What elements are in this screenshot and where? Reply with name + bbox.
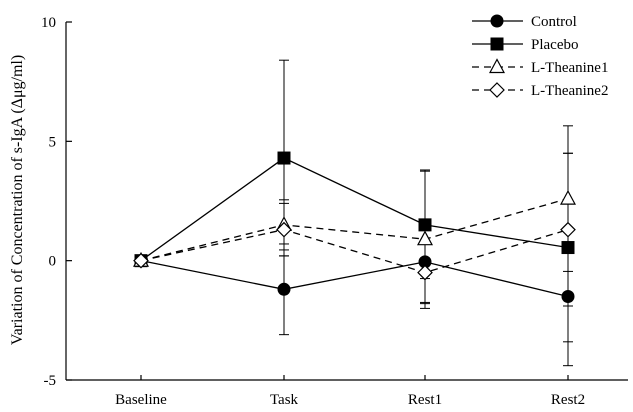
x-tick-label: Baseline: [115, 392, 167, 408]
point-control: [562, 290, 575, 303]
y-tick-label: -5: [44, 373, 57, 389]
y-axis-title: Variation of Concentration of s-IgA (Δμg…: [9, 55, 26, 345]
error-bars: [279, 60, 573, 365]
y-tick-label: 5: [49, 134, 57, 150]
point-placebo: [562, 241, 575, 254]
y-tick-label: 0: [49, 254, 57, 270]
point-placebo: [419, 218, 432, 231]
legend: Control Placebo L-Theanine1 L-Theanine2: [472, 14, 608, 99]
x-tick-label: Rest2: [551, 392, 585, 408]
point-control: [278, 283, 291, 296]
series-lines: [141, 158, 568, 296]
series-line-l-theanine2: [141, 230, 568, 273]
legend-marker-placebo: [491, 38, 504, 51]
y-tick-label: 10: [41, 15, 56, 31]
legend-label-l-theanine1: L-Theanine1: [531, 60, 608, 76]
point-l-theanine2: [418, 266, 432, 280]
point-l-theanine2: [277, 223, 291, 237]
point-l-theanine1: [561, 191, 575, 204]
legend-marker-l-theanine1: [490, 60, 504, 73]
x-tick-label: Task: [270, 392, 299, 408]
series-markers: [134, 152, 575, 303]
legend-marker-l-theanine2: [490, 83, 504, 97]
legend-label-control: Control: [531, 14, 577, 30]
point-l-theanine2: [561, 223, 575, 237]
x-tick-label: Rest1: [408, 392, 442, 408]
legend-marker-control: [491, 15, 504, 28]
point-placebo: [278, 152, 291, 165]
legend-label-l-theanine2: L-Theanine2: [531, 83, 608, 99]
legend-label-placebo: Placebo: [531, 37, 578, 53]
series-line-control: [141, 261, 568, 297]
